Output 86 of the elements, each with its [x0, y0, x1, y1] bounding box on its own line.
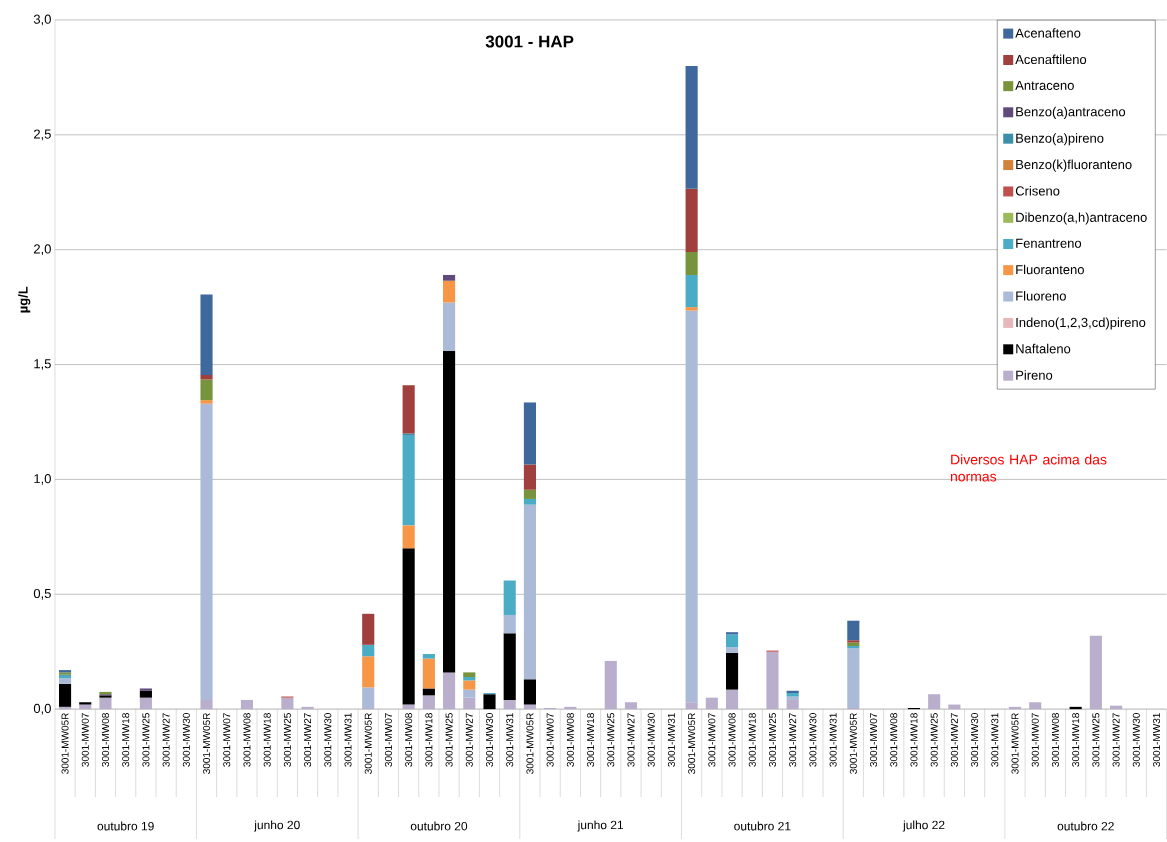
- y-tick-label: 1,0: [34, 474, 51, 485]
- x-tick-label: 3001-MW31: [506, 713, 514, 767]
- text: outubro 19: [97, 821, 154, 831]
- x-tick-label: 3001-MW18: [748, 713, 756, 767]
- x-tick-label: 3001-MW08: [728, 713, 736, 767]
- x-tick-label: 3001-MW27: [789, 713, 797, 767]
- x-tick-label: 3001-MW25: [607, 713, 615, 767]
- x-tick-label: 3001-MW08: [1051, 713, 1059, 767]
- x-tick-label: 3001-MW27: [304, 713, 312, 767]
- x-tick-label: 3001-MW25: [768, 713, 776, 767]
- x-tick-label: 3001-MW05R: [364, 713, 372, 774]
- y-tick-label: 0,0: [33, 703, 51, 715]
- x-tick-label: 3001-MW25: [930, 713, 938, 767]
- legend-label: Antraceno: [1015, 80, 1074, 90]
- x-tick-label: 3001-MW27: [465, 713, 473, 767]
- x-tick-label: 3001-MW18: [587, 713, 595, 767]
- x-tick-label: 3001-MW27: [1112, 713, 1120, 767]
- x-tick-label: 3001-MW08: [405, 713, 413, 767]
- x-tick-label: 3001-MW31: [344, 713, 352, 767]
- legend-label: Dibenzo(a,h)antraceno: [1016, 212, 1147, 225]
- x-tick-label: 3001-MW30: [182, 713, 190, 767]
- legend-label: Acenaftileno: [1015, 54, 1087, 65]
- x-tick-label: 3001-MW25: [445, 713, 453, 767]
- y-tick-label: 3,0: [33, 14, 51, 26]
- y-axis-title: µg/L: [18, 286, 31, 313]
- legend-label: Fenantreno: [1016, 238, 1082, 248]
- x-tick-label: 3001-MW07: [546, 713, 554, 767]
- text: outubro 22: [1057, 821, 1114, 831]
- x-tick-label: 3001-MW27: [950, 713, 958, 767]
- x-tick-label: 3001-MW18: [1072, 713, 1080, 767]
- x-tick-label: 3001-MW31: [991, 713, 999, 767]
- text: outubro 21: [734, 821, 791, 831]
- legend-label: Benzo(a)pireno: [1016, 133, 1104, 146]
- legend-label: Indeno(1,2,3,cd)pireno: [1016, 317, 1146, 330]
- x-tick-label: 3001-MW05R: [1011, 713, 1019, 774]
- legend-label: Benzo(a)antraceno: [1016, 106, 1126, 119]
- text: outubro 20: [410, 821, 468, 831]
- legend-label: Pireno: [1016, 370, 1053, 380]
- legend-label: Naftaleno: [1016, 343, 1071, 354]
- x-tick-label: 3001-MW30: [809, 713, 817, 767]
- x-tick-label: 3001-MW08: [243, 713, 251, 767]
- y-tick-label: 1,5: [34, 359, 51, 370]
- x-tick-label: 3001-MW30: [324, 713, 332, 767]
- x-tick-label: 3001-MW07: [1031, 713, 1039, 767]
- x-tick-label: 3001-MW05R: [526, 713, 534, 774]
- x-tick-label: 3001-MW07: [384, 713, 392, 767]
- x-tick-label: 3001-MW08: [101, 713, 109, 767]
- legend-label: Fluoranteno: [1016, 264, 1084, 275]
- x-tick-label: 3001-MW31: [829, 713, 837, 767]
- legend-label: Fluoreno: [1016, 291, 1066, 301]
- text: julho 22: [902, 820, 945, 832]
- x-tick-label: 3001-MW05R: [849, 713, 857, 774]
- x-tick-label: 3001-MW30: [971, 713, 979, 767]
- x-tick-label: 3001-MW30: [647, 713, 655, 767]
- y-tick-label: 0,5: [33, 588, 51, 600]
- y-tick-label: 2,5: [34, 129, 51, 141]
- legend-label: Criseno: [1015, 186, 1060, 196]
- x-tick-label: 3001-MW05R: [61, 713, 69, 774]
- x-tick-label: 3001-MW27: [162, 713, 170, 767]
- x-tick-label: 3001-MW18: [910, 713, 918, 767]
- y-tick-label: 2,0: [34, 244, 51, 256]
- annotation: Diversos HAP acima das normas: [950, 454, 1107, 482]
- x-tick-label: 3001-MW25: [142, 713, 150, 767]
- x-tick-label: 3001-MW25: [283, 713, 291, 767]
- x-tick-label: 3001-MW07: [223, 713, 231, 767]
- legend-label: Acenafteno: [1015, 28, 1081, 38]
- x-tick-label: 3001-MW18: [122, 713, 130, 767]
- x-tick-label: 3001-MW30: [485, 713, 494, 767]
- x-tick-label: 3001-MW30: [1132, 713, 1140, 767]
- x-tick-label: 3001-MW18: [425, 713, 433, 767]
- text: junho 20: [253, 820, 300, 832]
- x-tick-label: 3001-MW31: [667, 713, 675, 767]
- x-tick-label: 3001-MW08: [566, 713, 574, 767]
- x-tick-label: 3001-MW08: [890, 713, 898, 767]
- x-tick-label: 3001-MW27: [627, 713, 635, 767]
- x-tick-label: 3001-MW18: [263, 713, 271, 767]
- legend-label: Benzo(k)fluoranteno: [1016, 159, 1132, 172]
- x-tick-label: 3001-MW05R: [203, 713, 211, 774]
- x-tick-label: 3001-MW07: [81, 713, 89, 767]
- x-tick-label: 3001-MW31: [1152, 713, 1161, 767]
- text: junho 21: [577, 820, 624, 832]
- text: 3001 - HAP: [485, 35, 574, 48]
- x-tick-label: 3001-MW05R: [688, 713, 696, 774]
- x-tick-label: 3001-MW25: [1092, 713, 1100, 767]
- x-tick-label: 3001-MW07: [870, 713, 878, 767]
- x-tick-label: 3001-MW07: [708, 713, 716, 767]
